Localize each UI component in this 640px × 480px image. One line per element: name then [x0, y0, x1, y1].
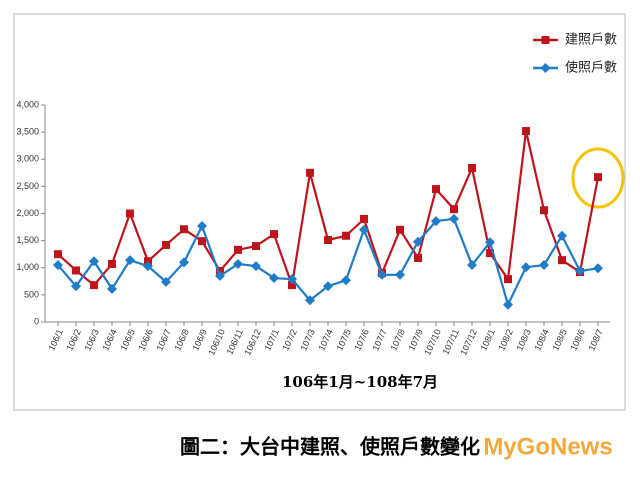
- data-point: [107, 283, 117, 294]
- data-point: [179, 257, 189, 268]
- data-point: [377, 269, 387, 280]
- data-point: [215, 270, 225, 281]
- y-tick-label: 500: [24, 289, 39, 299]
- data-point: [90, 281, 98, 290]
- data-point: [197, 220, 207, 231]
- data-point: [395, 269, 405, 280]
- data-point: [504, 275, 512, 284]
- y-tick-label: 3,000: [16, 154, 39, 164]
- data-point: [162, 240, 170, 249]
- data-point: [449, 213, 459, 224]
- y-tick-label: 2,500: [16, 181, 39, 191]
- data-point: [557, 230, 567, 241]
- legend-marker: [541, 36, 550, 44]
- data-point: [161, 276, 171, 287]
- data-point: [431, 216, 441, 227]
- data-point: [432, 185, 440, 194]
- data-point: [233, 258, 243, 269]
- data-point: [575, 266, 585, 277]
- data-point: [252, 242, 260, 251]
- watermark: MyGoNews: [483, 433, 612, 460]
- data-point: [306, 168, 314, 177]
- data-point: [89, 256, 99, 267]
- data-point: [522, 127, 530, 136]
- data-point: [324, 236, 332, 245]
- data-point: [54, 250, 62, 259]
- y-tick-label: 1,500: [16, 235, 39, 245]
- data-point: [486, 249, 494, 258]
- data-point: [143, 261, 153, 272]
- data-point: [269, 273, 279, 284]
- y-tick-label: 4,000: [16, 99, 39, 109]
- y-tick-label: 3,500: [16, 127, 39, 137]
- data-point: [593, 263, 603, 274]
- highlight-circle: [571, 147, 625, 209]
- data-point: [287, 274, 297, 285]
- data-point: [594, 173, 602, 182]
- data-point: [413, 236, 423, 247]
- x-axis-title: 106年1月~108年7月: [282, 373, 438, 391]
- data-point: [540, 206, 548, 215]
- data-point: [467, 260, 477, 271]
- data-point: [270, 230, 278, 239]
- data-point: [414, 253, 422, 262]
- legend-marker: [540, 63, 551, 73]
- caption: 圖二：大台中建照、使照戶數變化: [180, 435, 480, 459]
- data-point: [198, 237, 206, 246]
- data-point: [341, 275, 351, 286]
- data-point: [71, 281, 81, 292]
- data-point: [539, 260, 549, 271]
- data-point: [125, 255, 135, 266]
- data-point: [251, 261, 261, 272]
- data-point: [396, 225, 404, 234]
- data-point: [503, 299, 513, 310]
- data-point: [558, 256, 566, 265]
- data-point: [288, 281, 296, 290]
- data-point: [234, 245, 242, 254]
- legend-label: 建照戶數: [565, 33, 617, 48]
- data-point: [108, 259, 116, 268]
- data-point: [126, 209, 134, 218]
- data-point: [72, 266, 80, 275]
- data-point: [360, 214, 368, 223]
- data-point: [180, 225, 188, 234]
- data-point: [468, 163, 476, 172]
- y-tick-label: 2,000: [16, 208, 39, 218]
- data-point: [359, 224, 369, 235]
- y-tick-label: 1,000: [16, 262, 39, 272]
- data-point: [450, 205, 458, 214]
- data-point: [521, 262, 531, 273]
- data-point: [342, 231, 350, 240]
- y-tick-label: 0: [34, 316, 39, 326]
- legend-label: 使照戶數: [565, 60, 617, 76]
- data-point: [323, 281, 333, 292]
- data-point: [485, 237, 495, 248]
- data-point: [305, 295, 315, 306]
- data-point: [53, 260, 63, 271]
